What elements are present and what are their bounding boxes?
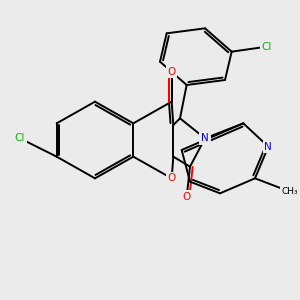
Text: CH₃: CH₃: [282, 187, 298, 196]
Text: O: O: [167, 67, 176, 77]
Text: Cl: Cl: [15, 133, 25, 143]
Text: Cl: Cl: [262, 42, 272, 52]
Text: O: O: [167, 173, 176, 183]
Text: O: O: [182, 192, 191, 202]
Text: N: N: [265, 142, 272, 152]
Text: N: N: [201, 133, 209, 143]
